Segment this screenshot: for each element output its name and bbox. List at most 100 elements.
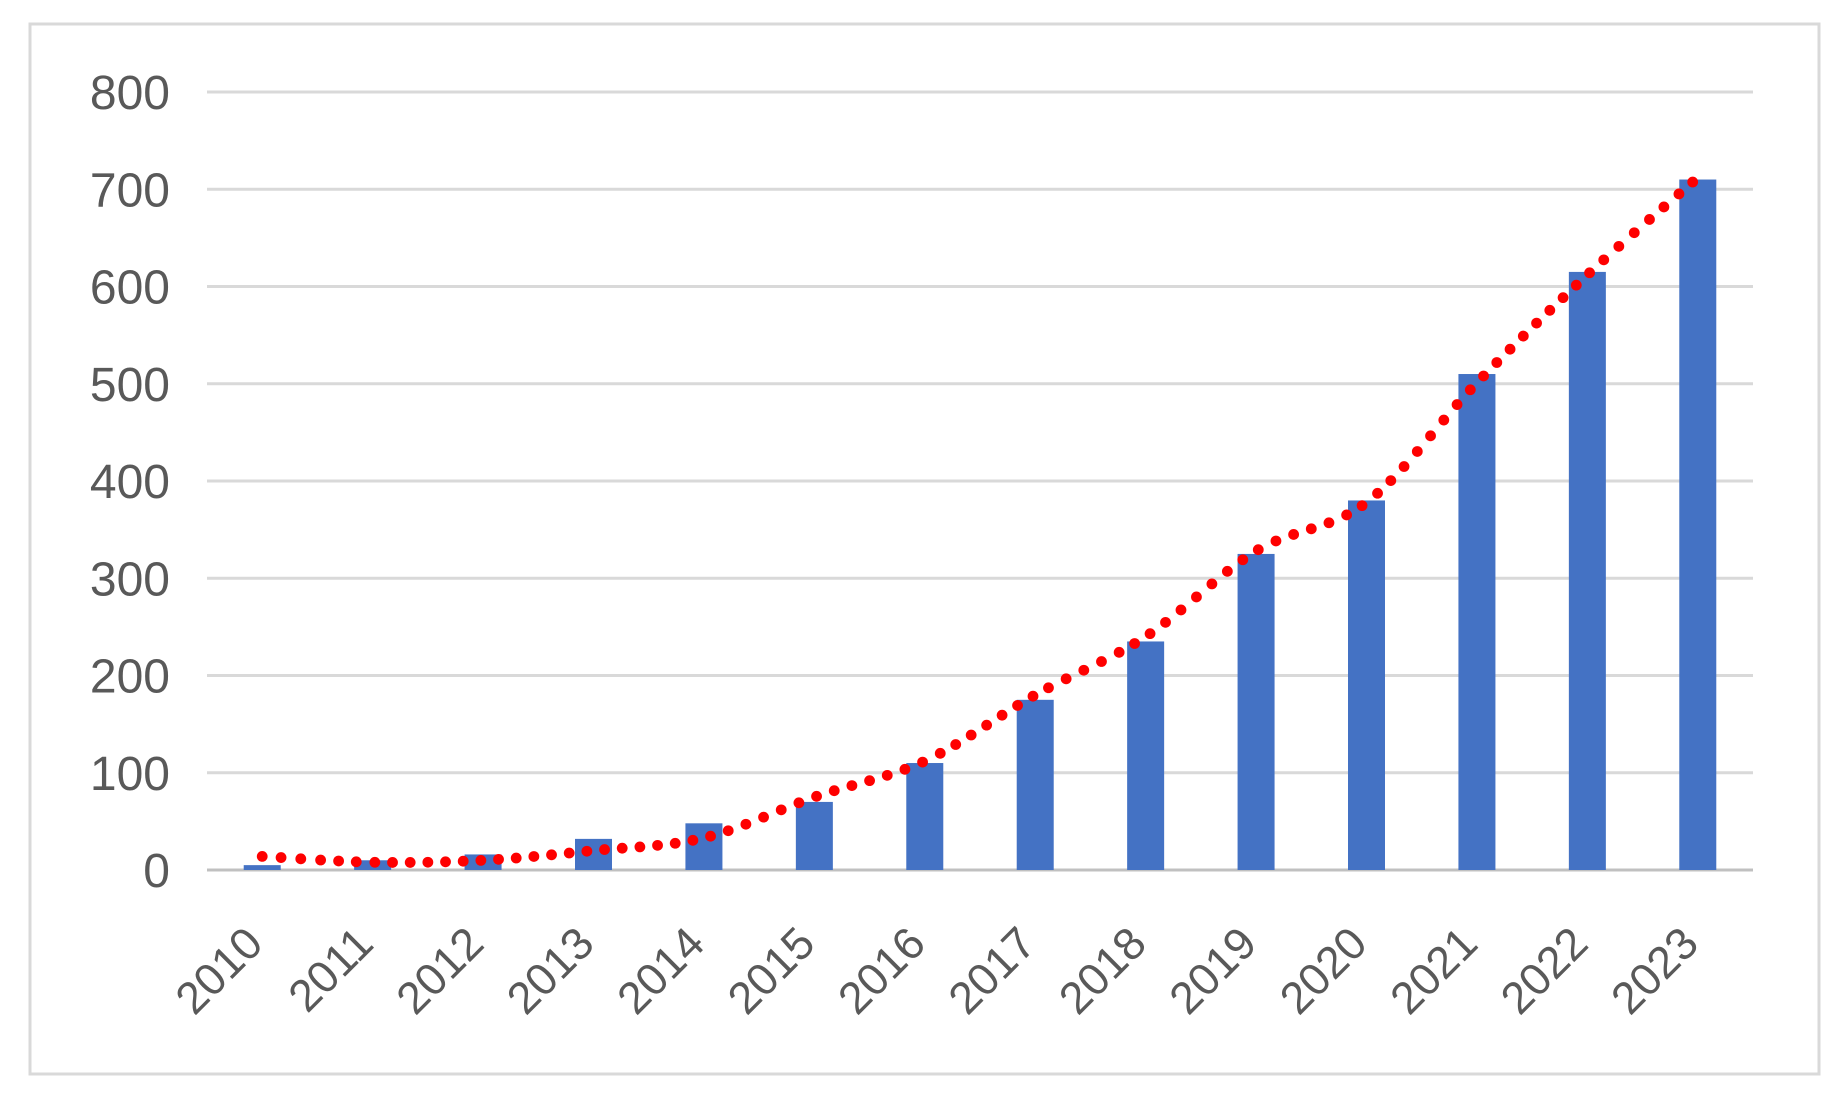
trendline-dot: [616, 842, 628, 854]
trendline-dot: [422, 856, 434, 868]
trendline-dot: [581, 845, 593, 857]
trendline-dot: [1628, 227, 1640, 239]
trendline-dot: [1504, 343, 1516, 355]
trendline-dot: [1144, 628, 1156, 640]
bar-2018: [1127, 641, 1165, 870]
trendline-dot: [758, 811, 769, 823]
y-tick-label-400: 400: [90, 456, 170, 509]
trendline-dot: [1613, 240, 1625, 252]
trendline-dot: [793, 797, 805, 809]
trendline-dot: [369, 856, 381, 868]
trendline-dot: [563, 847, 575, 859]
bar-2016: [906, 763, 944, 870]
trendline-dot: [404, 857, 416, 868]
trendline-dot: [1096, 656, 1107, 667]
trendline-dot: [256, 850, 268, 862]
trendline-dot: [1584, 267, 1595, 279]
bar-2022: [1568, 271, 1606, 871]
figure-border: [28, 22, 1821, 1076]
trendline-dot: [965, 729, 977, 741]
trendline-dot: [1356, 500, 1368, 512]
trendline-dot: [1451, 399, 1463, 410]
trendline-dot: [1570, 279, 1582, 291]
trendline-dot: [457, 855, 469, 867]
trendline-dot: [1270, 535, 1282, 547]
trendline-dot: [1027, 690, 1039, 702]
y-tick-label-0: 0: [143, 845, 170, 898]
trendline-dot: [1598, 254, 1610, 266]
trendline-dot: [1478, 370, 1489, 382]
trendline-dot: [1175, 604, 1187, 616]
trendline-dot: [950, 739, 962, 750]
trendline-dot: [740, 818, 752, 830]
trendline-dot: [1687, 176, 1699, 188]
trendline-dot: [599, 844, 610, 855]
trendline-dot: [1043, 682, 1054, 694]
bar-2021: [1458, 374, 1496, 870]
trendline-dot: [687, 834, 699, 846]
trendline-dot: [546, 849, 557, 861]
bar-2010: [243, 865, 281, 870]
trendline-dot: [1658, 201, 1670, 213]
trendline-dot: [1237, 554, 1249, 566]
trendline-dot: [1644, 214, 1655, 225]
trendline-dot: [1191, 591, 1202, 603]
trendline-dot: [1160, 616, 1171, 628]
trendline-dot: [333, 855, 345, 867]
trendline-dot: [1557, 292, 1569, 304]
trendline-dot: [775, 804, 787, 816]
trendline-dot: [1078, 664, 1090, 676]
trendline-dot: [1517, 330, 1529, 342]
trendline-dot: [1252, 544, 1264, 556]
trendline-dot: [295, 853, 307, 865]
y-tick-label-300: 300: [90, 553, 170, 606]
trendline-dot: [1464, 384, 1476, 396]
trendline-dot: [1411, 446, 1423, 457]
trendline-dot: [493, 853, 504, 865]
trendline-dot: [1544, 304, 1556, 316]
trendline-dot: [881, 769, 893, 781]
trendline-dot: [722, 825, 734, 837]
trendline-dot: [1323, 517, 1335, 529]
y-tick-label-600: 600: [90, 262, 170, 315]
trendline-dot: [1425, 430, 1436, 442]
y-tick-label-800: 800: [90, 67, 170, 120]
trendline-dot: [899, 763, 911, 775]
trendline-dot: [669, 837, 681, 849]
trendline-dot: [1206, 578, 1218, 590]
trendline-dot: [811, 790, 822, 802]
bar-2015: [795, 801, 833, 870]
bar-2019: [1237, 553, 1275, 870]
trendline-dot: [1305, 523, 1317, 535]
trendline-dot: [1673, 188, 1685, 200]
trendline-dot: [1491, 357, 1503, 368]
trendline-dot: [1221, 565, 1233, 577]
trendline-dot: [528, 851, 540, 862]
trendline-dot: [1341, 509, 1353, 521]
trendline-dot: [475, 854, 487, 866]
trendline-dot: [275, 852, 287, 863]
trendline-dot: [996, 709, 1008, 721]
bar-2023: [1679, 179, 1717, 870]
trendline-dot: [652, 839, 663, 851]
trendline-dot: [1129, 638, 1140, 649]
trendline-dot: [440, 856, 451, 868]
trendline-dot: [705, 830, 716, 842]
bar-2020: [1348, 500, 1385, 870]
trendline-dot: [1288, 529, 1300, 540]
trendline-dot: [1438, 414, 1450, 426]
trendline-dot: [828, 785, 840, 797]
trendline-dot: [1398, 461, 1410, 472]
trendline-dot: [1385, 475, 1397, 487]
trendline-dot: [510, 852, 522, 864]
y-tick-label-700: 700: [90, 164, 170, 217]
bar-2017: [1016, 699, 1054, 870]
trendline-dot: [634, 841, 646, 853]
bar-2014: [685, 823, 723, 870]
trendline-dot: [1113, 646, 1125, 658]
y-tick-label-100: 100: [90, 748, 170, 801]
trendline-dot: [846, 780, 858, 792]
y-tick-label-200: 200: [90, 651, 170, 704]
